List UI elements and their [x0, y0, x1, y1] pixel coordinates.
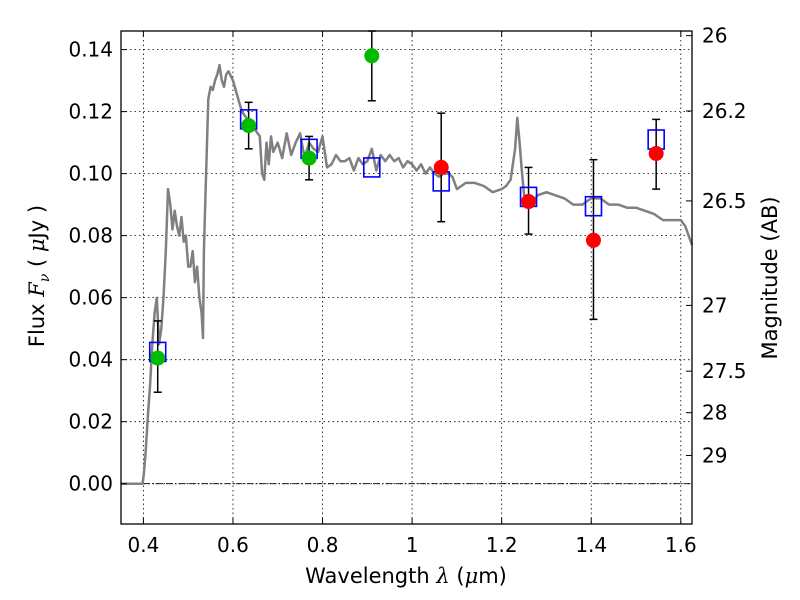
y-axis-ticks: 0.00 0.02 0.04 0.06 0.08 0.10 0.12 0.14 [68, 38, 127, 496]
x-tick-label: 1.2 [486, 533, 518, 557]
x-tick-label: 1 [406, 533, 419, 557]
model-photometry-square [362, 157, 381, 178]
y2-tick-label: 27.5 [702, 359, 747, 383]
y2-axis-ticks: 26 26.2 26.5 27 27.5 28 29 [686, 24, 747, 467]
y-tick-label: 0.00 [68, 472, 113, 496]
observed-photometry-markers [150, 48, 664, 366]
observed-photometry-point [301, 150, 317, 166]
observed-photometry-point [521, 194, 537, 210]
x-axis-ticks: 0.4 0.6 0.8 1 1.2 1.4 1.6 [127, 31, 697, 557]
y-tick-label: 0.10 [68, 162, 113, 186]
y2-tick-label: 29 [702, 443, 727, 467]
x-axis-label: Wavelength λ (μm) [305, 564, 507, 588]
y2-tick-label: 26 [702, 24, 727, 48]
x-tick-label: 0.6 [217, 533, 249, 557]
grid [121, 31, 692, 524]
error-bars [153, 30, 661, 393]
observed-photometry-point [364, 48, 380, 64]
plot-frame [120, 30, 693, 525]
y-tick-label: 0.08 [68, 224, 113, 248]
y2-tick-label: 26.2 [702, 99, 747, 123]
y2-tick-label: 26.5 [702, 189, 747, 213]
y-tick-label: 0.02 [68, 410, 113, 434]
y2-tick-label: 27 [702, 293, 727, 317]
observed-photometry-point [648, 145, 664, 161]
y-axis-label: Flux Fν ( μJy ) [25, 205, 53, 347]
y2-tick-label: 28 [702, 401, 727, 425]
x-tick-label: 1.4 [575, 533, 607, 557]
x-tick-label: 1.6 [665, 533, 697, 557]
observed-photometry-point [150, 350, 166, 366]
observed-photometry-point [241, 118, 257, 134]
y2-axis-label: Magnitude (AB) [758, 196, 782, 359]
model-photometry-markers [148, 109, 665, 363]
x-tick-label: 0.8 [307, 533, 339, 557]
observed-photometry-point [585, 232, 601, 248]
model-photometry-square [584, 195, 603, 217]
observed-photometry-point [433, 159, 449, 175]
model-sed-line [121, 63, 694, 485]
y-tick-label: 0.12 [68, 100, 113, 124]
y-tick-label: 0.14 [68, 38, 113, 62]
y-tick-label: 0.06 [68, 286, 113, 310]
x-tick-label: 0.4 [127, 533, 159, 557]
y-tick-label: 0.04 [68, 348, 113, 372]
